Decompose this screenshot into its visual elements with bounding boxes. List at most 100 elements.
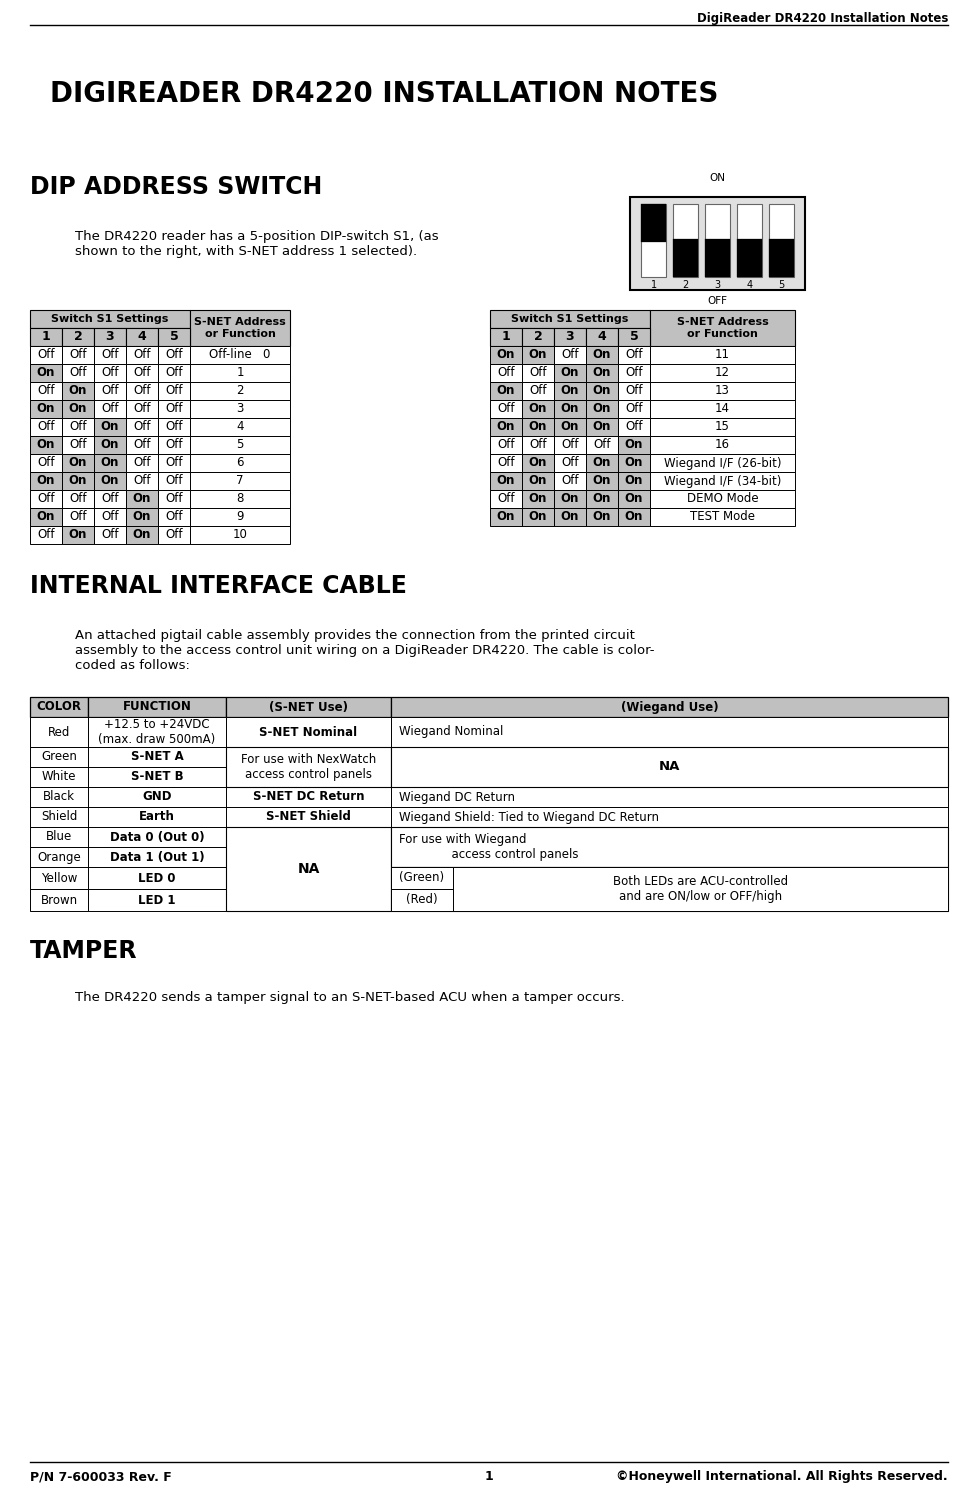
Text: 5: 5	[236, 439, 243, 451]
Text: On: On	[496, 421, 515, 433]
Bar	[94, 454, 126, 472]
Text: 12: 12	[714, 367, 729, 379]
Text: Off: Off	[165, 510, 183, 523]
Text: 3: 3	[714, 280, 720, 290]
Bar	[88, 696, 226, 717]
Text: FUNCTION: FUNCTION	[122, 701, 191, 713]
Text: On: On	[101, 457, 119, 469]
Bar	[553, 472, 585, 490]
Text: On: On	[560, 510, 578, 523]
Bar	[126, 382, 158, 400]
Bar	[30, 508, 62, 526]
Bar	[30, 847, 88, 866]
Text: On: On	[592, 367, 611, 379]
Text: On: On	[560, 492, 578, 505]
Text: Off: Off	[496, 403, 514, 415]
Bar	[30, 808, 88, 827]
Bar	[768, 239, 792, 277]
Text: On: On	[37, 403, 55, 415]
Bar	[226, 717, 391, 747]
Bar	[391, 866, 452, 889]
Text: On: On	[529, 349, 546, 361]
Bar	[585, 382, 617, 400]
Text: Off: Off	[69, 439, 87, 451]
Bar	[522, 490, 553, 508]
Text: S-NET Address
or Function: S-NET Address or Function	[676, 317, 768, 338]
Bar	[88, 866, 226, 889]
Bar	[672, 239, 698, 277]
Bar	[126, 346, 158, 364]
Text: Off: Off	[529, 385, 546, 397]
Bar	[88, 787, 226, 808]
Bar	[30, 827, 88, 847]
Bar	[226, 827, 391, 911]
Bar	[30, 717, 88, 747]
Bar	[190, 346, 290, 364]
Text: 15: 15	[714, 421, 729, 433]
Text: On: On	[624, 492, 643, 505]
Bar	[585, 400, 617, 418]
Text: OFF: OFF	[706, 296, 726, 305]
Text: On: On	[560, 403, 578, 415]
Text: Off: Off	[37, 421, 55, 433]
Bar	[126, 328, 158, 346]
Text: 4: 4	[745, 280, 751, 290]
Text: Switch S1 Settings: Switch S1 Settings	[51, 314, 168, 323]
Bar	[391, 808, 947, 827]
Bar	[736, 205, 761, 277]
Bar	[617, 490, 650, 508]
Bar	[30, 418, 62, 436]
Text: 5: 5	[169, 331, 178, 343]
Text: Off: Off	[102, 367, 118, 379]
Text: On: On	[624, 457, 643, 469]
Text: (Wiegand Use): (Wiegand Use)	[620, 701, 717, 713]
Text: Black: Black	[43, 791, 75, 803]
Bar	[650, 364, 794, 382]
Bar	[617, 436, 650, 454]
Text: Switch S1 Settings: Switch S1 Settings	[511, 314, 628, 323]
Bar	[650, 472, 794, 490]
Bar	[617, 418, 650, 436]
Bar	[553, 454, 585, 472]
Text: Off: Off	[529, 439, 546, 451]
Text: On: On	[592, 385, 611, 397]
Text: White: White	[42, 770, 76, 784]
Bar	[30, 364, 62, 382]
Text: Off: Off	[165, 474, 183, 487]
Bar	[88, 747, 226, 767]
Bar	[585, 436, 617, 454]
Bar	[489, 436, 522, 454]
Text: On: On	[101, 421, 119, 433]
Text: Off: Off	[165, 367, 183, 379]
Text: Off: Off	[133, 421, 150, 433]
Text: Orange: Orange	[37, 850, 81, 863]
Text: Off: Off	[496, 367, 514, 379]
Text: Off: Off	[624, 403, 642, 415]
Text: 16: 16	[714, 439, 729, 451]
Text: INTERNAL INTERFACE CABLE: INTERNAL INTERFACE CABLE	[30, 575, 406, 599]
Bar	[585, 418, 617, 436]
Bar	[391, 747, 947, 787]
Text: S-NET DC Return: S-NET DC Return	[252, 791, 363, 803]
Bar	[391, 787, 947, 808]
Text: 4: 4	[138, 331, 147, 343]
Bar	[617, 346, 650, 364]
Bar	[391, 866, 947, 911]
Bar	[553, 400, 585, 418]
Bar	[30, 526, 62, 544]
Text: Data 1 (Out 1): Data 1 (Out 1)	[109, 850, 204, 863]
Text: Off: Off	[624, 367, 642, 379]
Text: For use with Wiegand
              access control panels: For use with Wiegand access control pane…	[399, 833, 578, 860]
Bar	[30, 747, 88, 767]
Bar	[391, 717, 947, 747]
Text: Blue: Blue	[46, 830, 72, 844]
Bar	[226, 767, 391, 787]
Bar	[641, 205, 665, 242]
Bar	[190, 526, 290, 544]
Bar	[158, 526, 190, 544]
Bar	[650, 400, 794, 418]
Bar	[522, 382, 553, 400]
Text: On: On	[68, 528, 87, 541]
Bar	[617, 400, 650, 418]
Bar	[489, 346, 522, 364]
